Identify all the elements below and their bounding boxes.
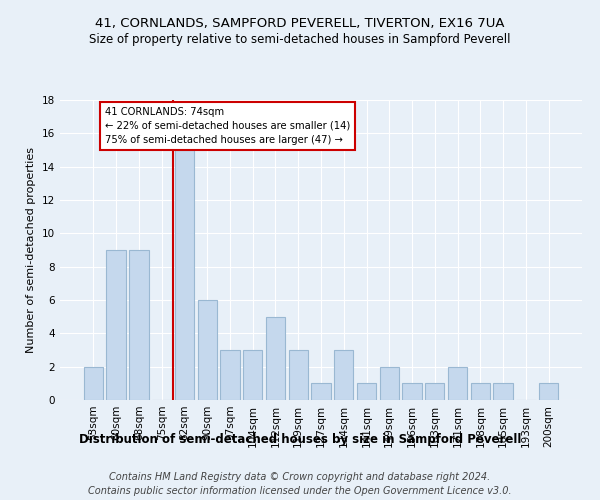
Text: Contains HM Land Registry data © Crown copyright and database right 2024.
Contai: Contains HM Land Registry data © Crown c… (88, 472, 512, 496)
Text: 41 CORNLANDS: 74sqm
← 22% of semi-detached houses are smaller (14)
75% of semi-d: 41 CORNLANDS: 74sqm ← 22% of semi-detach… (105, 106, 350, 144)
Bar (289, 350, 308, 400)
Bar (266, 316, 285, 400)
Bar (380, 366, 399, 400)
Bar (493, 384, 513, 400)
Bar (425, 384, 445, 400)
Bar (403, 384, 422, 400)
Bar (334, 350, 353, 400)
Bar (129, 250, 149, 400)
Bar (175, 150, 194, 400)
Bar (470, 384, 490, 400)
Bar (106, 250, 126, 400)
Bar (84, 366, 103, 400)
Bar (197, 300, 217, 400)
Text: 41, CORNLANDS, SAMPFORD PEVERELL, TIVERTON, EX16 7UA: 41, CORNLANDS, SAMPFORD PEVERELL, TIVERT… (95, 18, 505, 30)
Y-axis label: Number of semi-detached properties: Number of semi-detached properties (26, 147, 37, 353)
Bar (448, 366, 467, 400)
Bar (243, 350, 262, 400)
Bar (220, 350, 239, 400)
Text: Distribution of semi-detached houses by size in Sampford Peverell: Distribution of semi-detached houses by … (79, 432, 521, 446)
Bar (539, 384, 558, 400)
Bar (311, 384, 331, 400)
Bar (357, 384, 376, 400)
Text: Size of property relative to semi-detached houses in Sampford Peverell: Size of property relative to semi-detach… (89, 32, 511, 46)
